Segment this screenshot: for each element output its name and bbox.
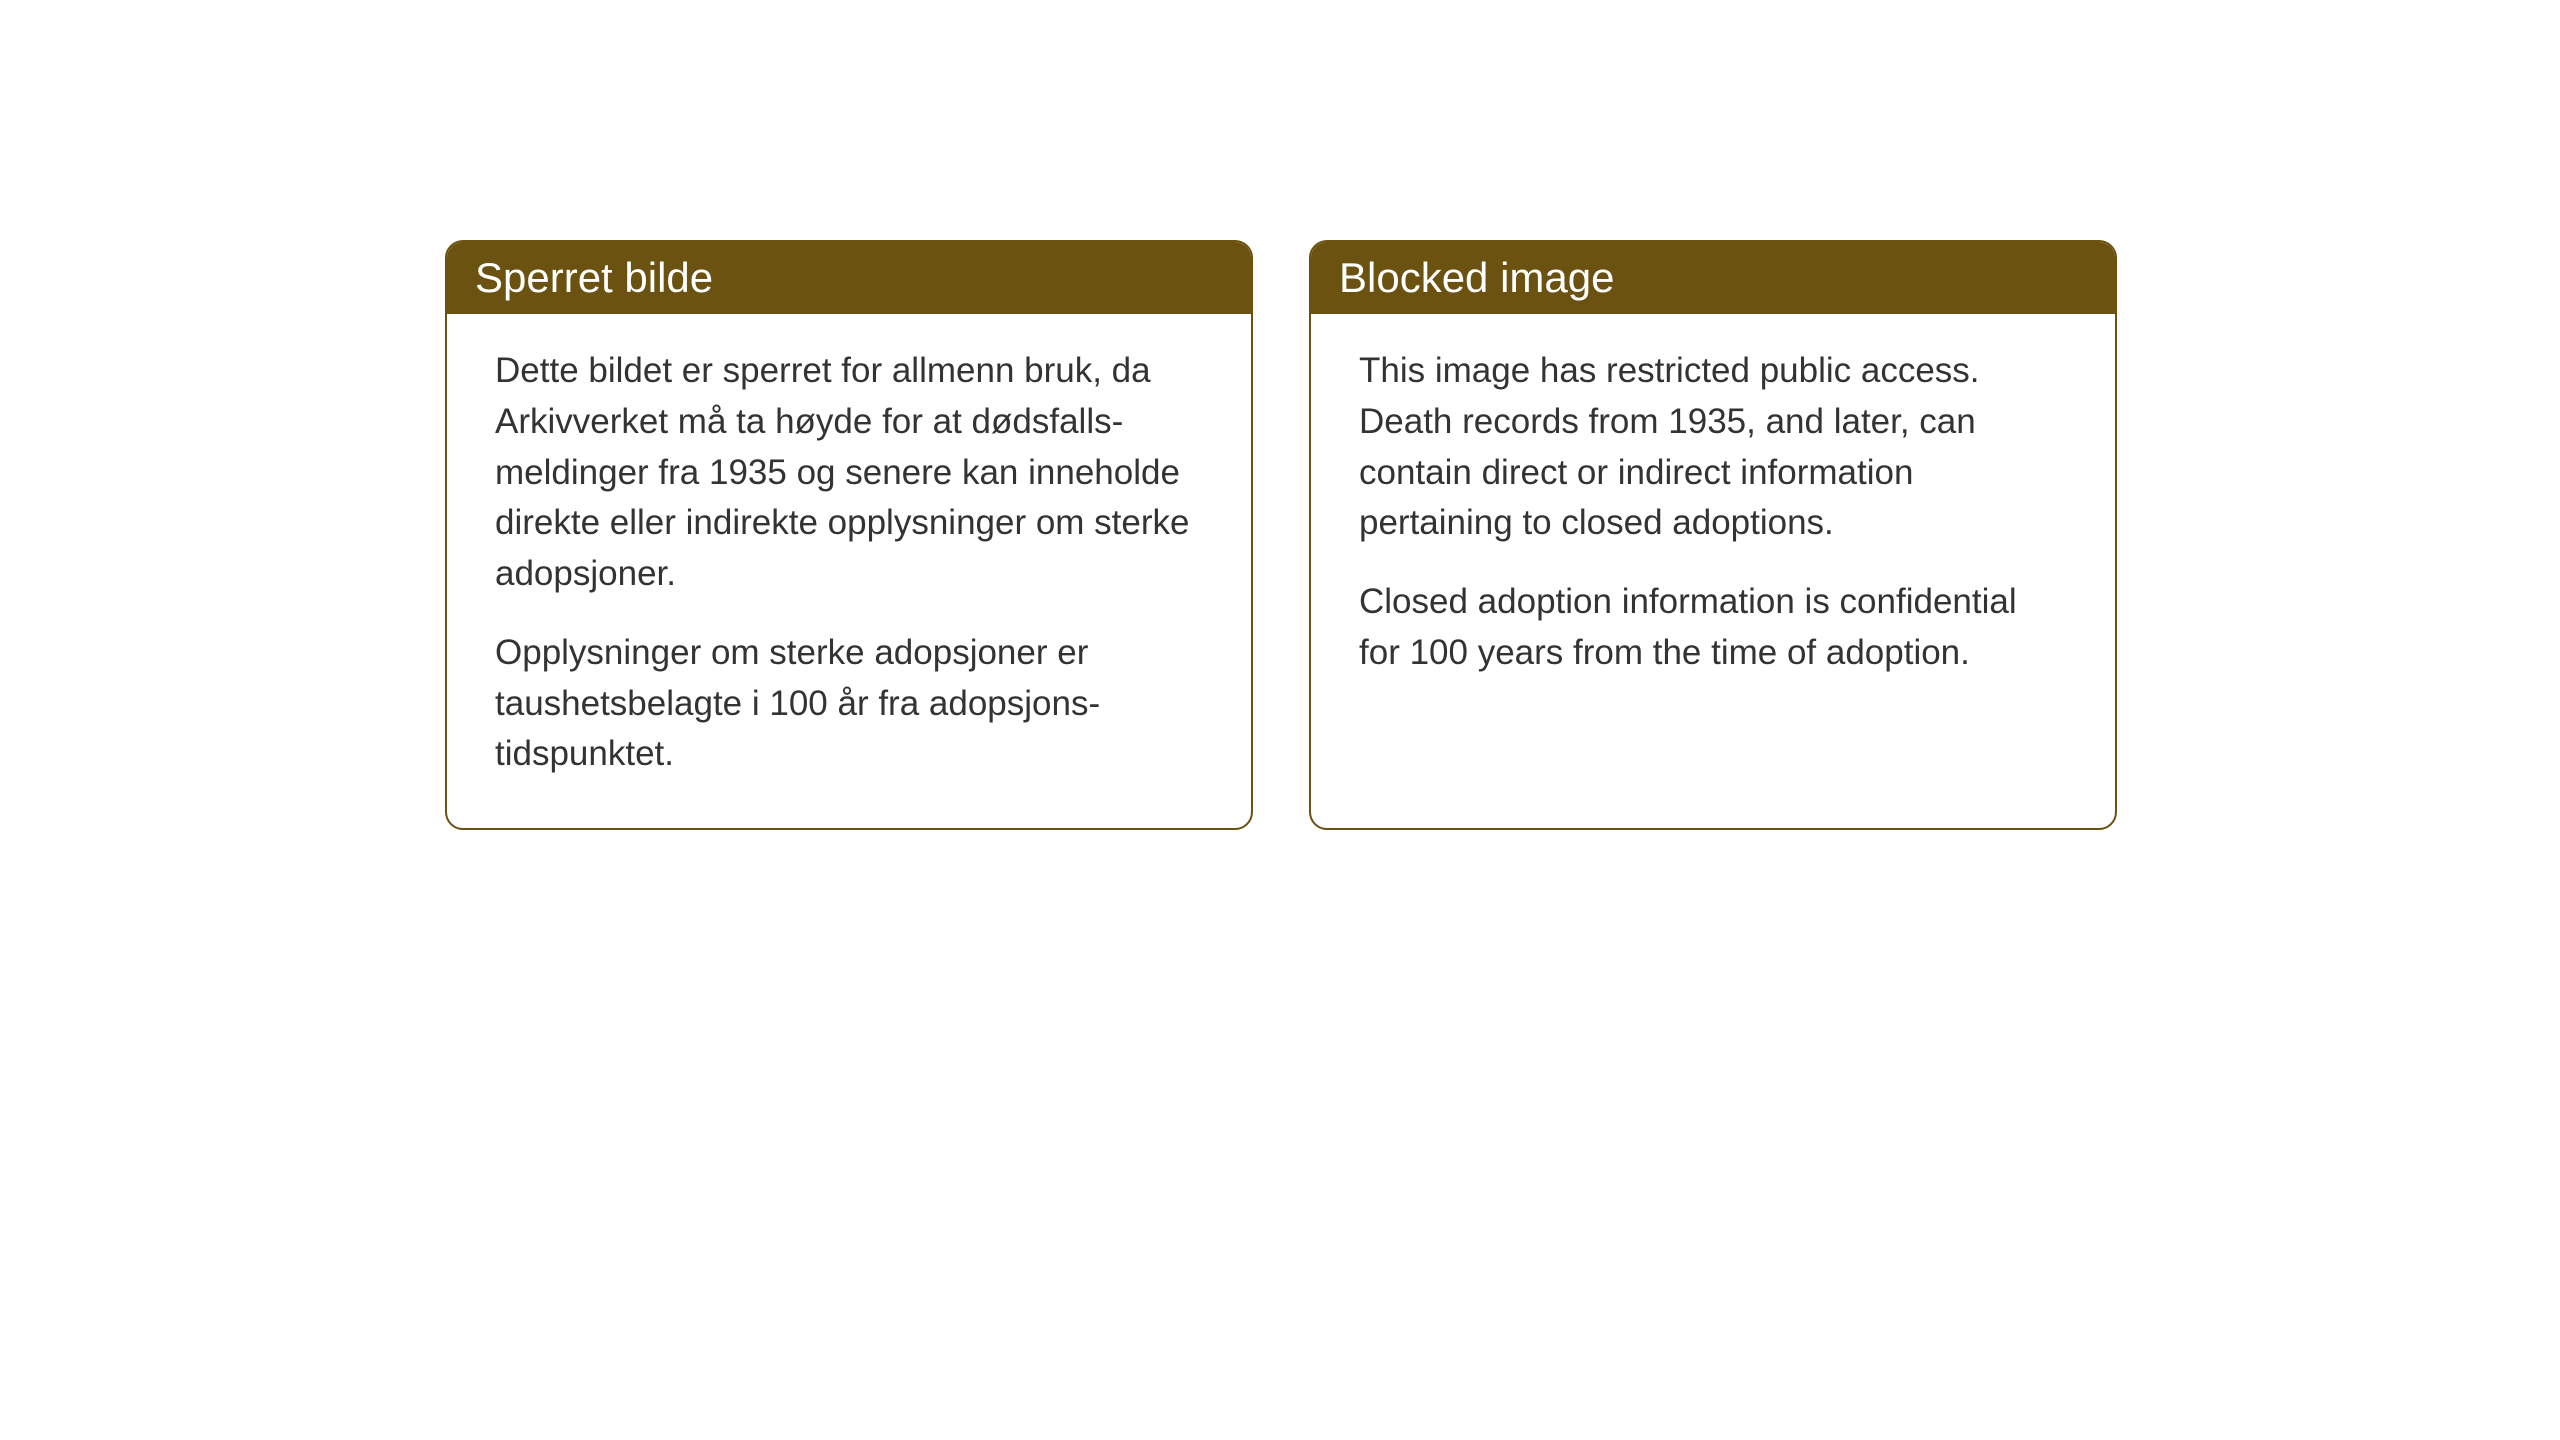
card-paragraph-english-2: Closed adoption information is confident…	[1359, 577, 2067, 679]
card-title-norwegian: Sperret bilde	[475, 254, 713, 301]
card-header-norwegian: Sperret bilde	[447, 242, 1251, 314]
card-title-english: Blocked image	[1339, 254, 1614, 301]
card-english: Blocked image This image has restricted …	[1309, 240, 2117, 830]
card-paragraph-norwegian-1: Dette bildet er sperret for allmenn bruk…	[495, 346, 1203, 600]
card-paragraph-norwegian-2: Opplysninger om sterke adopsjoner er tau…	[495, 628, 1203, 780]
cards-container: Sperret bilde Dette bildet er sperret fo…	[445, 240, 2117, 830]
card-body-english: This image has restricted public access.…	[1311, 314, 2115, 727]
card-header-english: Blocked image	[1311, 242, 2115, 314]
card-norwegian: Sperret bilde Dette bildet er sperret fo…	[445, 240, 1253, 830]
card-body-norwegian: Dette bildet er sperret for allmenn bruk…	[447, 314, 1251, 828]
card-paragraph-english-1: This image has restricted public access.…	[1359, 346, 2067, 549]
